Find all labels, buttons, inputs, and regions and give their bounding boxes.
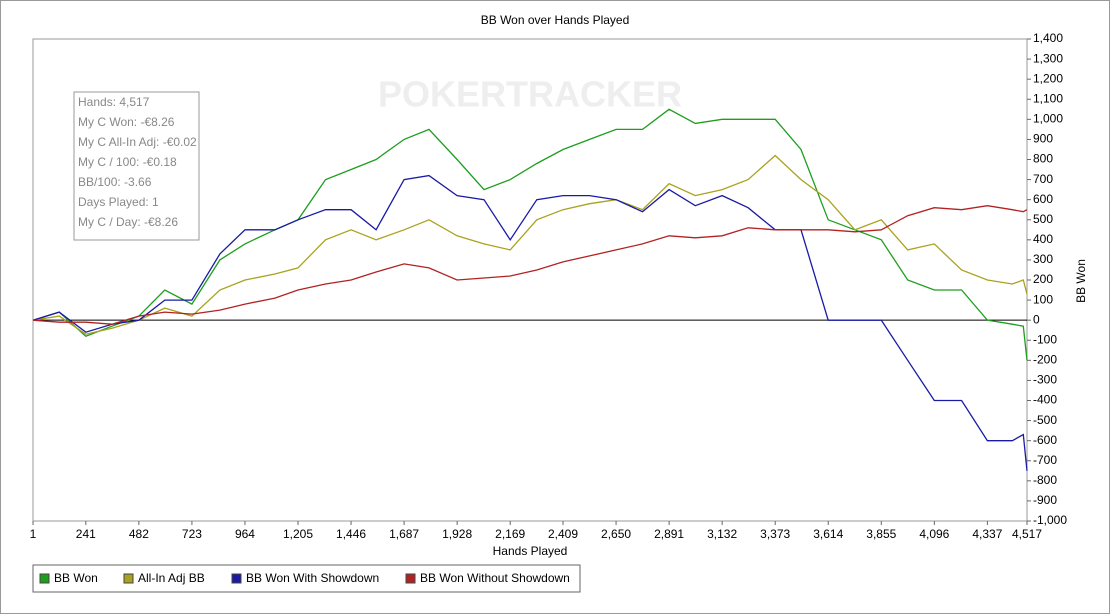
y-tick-label: 600 — [1033, 192, 1053, 206]
legend-swatch — [123, 573, 134, 584]
y-tick-label: -200 — [1033, 353, 1057, 367]
y-tick-label: -100 — [1033, 332, 1057, 346]
x-tick-label: 723 — [182, 527, 202, 541]
x-tick-label: 4,517 — [1012, 527, 1042, 541]
info-line: My C All-In Adj: -€0.02 — [78, 135, 197, 149]
x-tick-label: 1,205 — [283, 527, 313, 541]
y-tick-label: 700 — [1033, 172, 1053, 186]
legend-label: BB Won With Showdown — [246, 571, 379, 585]
legend-label: BB Won Without Showdown — [420, 571, 570, 585]
series-line — [32, 154, 1028, 335]
info-line: Hands: 4,517 — [78, 95, 150, 109]
x-tick-label: 3,614 — [813, 527, 843, 541]
y-tick-label: 1,400 — [1033, 31, 1063, 45]
legend-label: All-In Adj BB — [138, 571, 205, 585]
series-line — [32, 108, 1028, 361]
x-tick-label: 1,687 — [389, 527, 419, 541]
chart-title: BB Won over Hands Played — [481, 13, 630, 27]
info-line: My C / Day: -€8.26 — [78, 215, 178, 229]
y-tick-label: 200 — [1033, 272, 1053, 286]
y-tick-label: -300 — [1033, 373, 1057, 387]
legend-label: BB Won — [54, 571, 98, 585]
legend-swatch — [39, 573, 50, 584]
x-tick-label: 2,650 — [601, 527, 631, 541]
y-tick-label: 100 — [1033, 292, 1053, 306]
y-tick-label: 500 — [1033, 212, 1053, 226]
y-tick-label: 800 — [1033, 152, 1053, 166]
watermark: POKERTRACKER — [378, 74, 682, 115]
x-tick-label: 2,891 — [654, 527, 684, 541]
x-tick-label: 964 — [235, 527, 255, 541]
x-tick-label: 4,337 — [972, 527, 1002, 541]
legend-swatch — [231, 573, 242, 584]
y-tick-label: 900 — [1033, 132, 1053, 146]
y-tick-label: 1,000 — [1033, 112, 1063, 126]
y-tick-label: -700 — [1033, 453, 1057, 467]
x-axis-label: Hands Played — [493, 544, 568, 558]
x-tick-label: 241 — [76, 527, 96, 541]
y-tick-label: 400 — [1033, 232, 1053, 246]
x-tick-label: 3,855 — [866, 527, 896, 541]
y-tick-label: 0 — [1033, 312, 1040, 326]
x-tick-label: 3,373 — [760, 527, 790, 541]
info-line: My C / 100: -€0.18 — [78, 155, 177, 169]
x-tick-label: 2,409 — [548, 527, 578, 541]
y-tick-label: 1,200 — [1033, 71, 1063, 85]
y-tick-label: 300 — [1033, 252, 1053, 266]
x-tick-label: 1,446 — [336, 527, 366, 541]
y-tick-label: -400 — [1033, 393, 1057, 407]
y-tick-label: -800 — [1033, 473, 1057, 487]
series-line — [32, 205, 1028, 325]
y-axis-label: BB Won — [1074, 259, 1088, 303]
y-tick-label: -500 — [1033, 413, 1057, 427]
x-tick-label: 1,928 — [442, 527, 472, 541]
series-line — [32, 174, 1028, 471]
x-tick-label: 1 — [30, 527, 37, 541]
info-line: Days Played: 1 — [78, 195, 159, 209]
y-tick-label: -900 — [1033, 493, 1057, 507]
x-tick-label: 2,169 — [495, 527, 525, 541]
info-line: My C Won: -€8.26 — [78, 115, 175, 129]
legend-swatch — [405, 573, 416, 584]
y-tick-label: 1,100 — [1033, 91, 1063, 105]
x-tick-label: 3,132 — [707, 527, 737, 541]
x-tick-label: 4,096 — [919, 527, 949, 541]
y-tick-label: -1,000 — [1033, 513, 1067, 527]
info-line: BB/100: -3.66 — [78, 175, 152, 189]
info-box — [73, 91, 200, 241]
y-tick-label: -600 — [1033, 433, 1057, 447]
x-tick-label: 482 — [129, 527, 149, 541]
y-tick-label: 1,300 — [1033, 51, 1063, 65]
